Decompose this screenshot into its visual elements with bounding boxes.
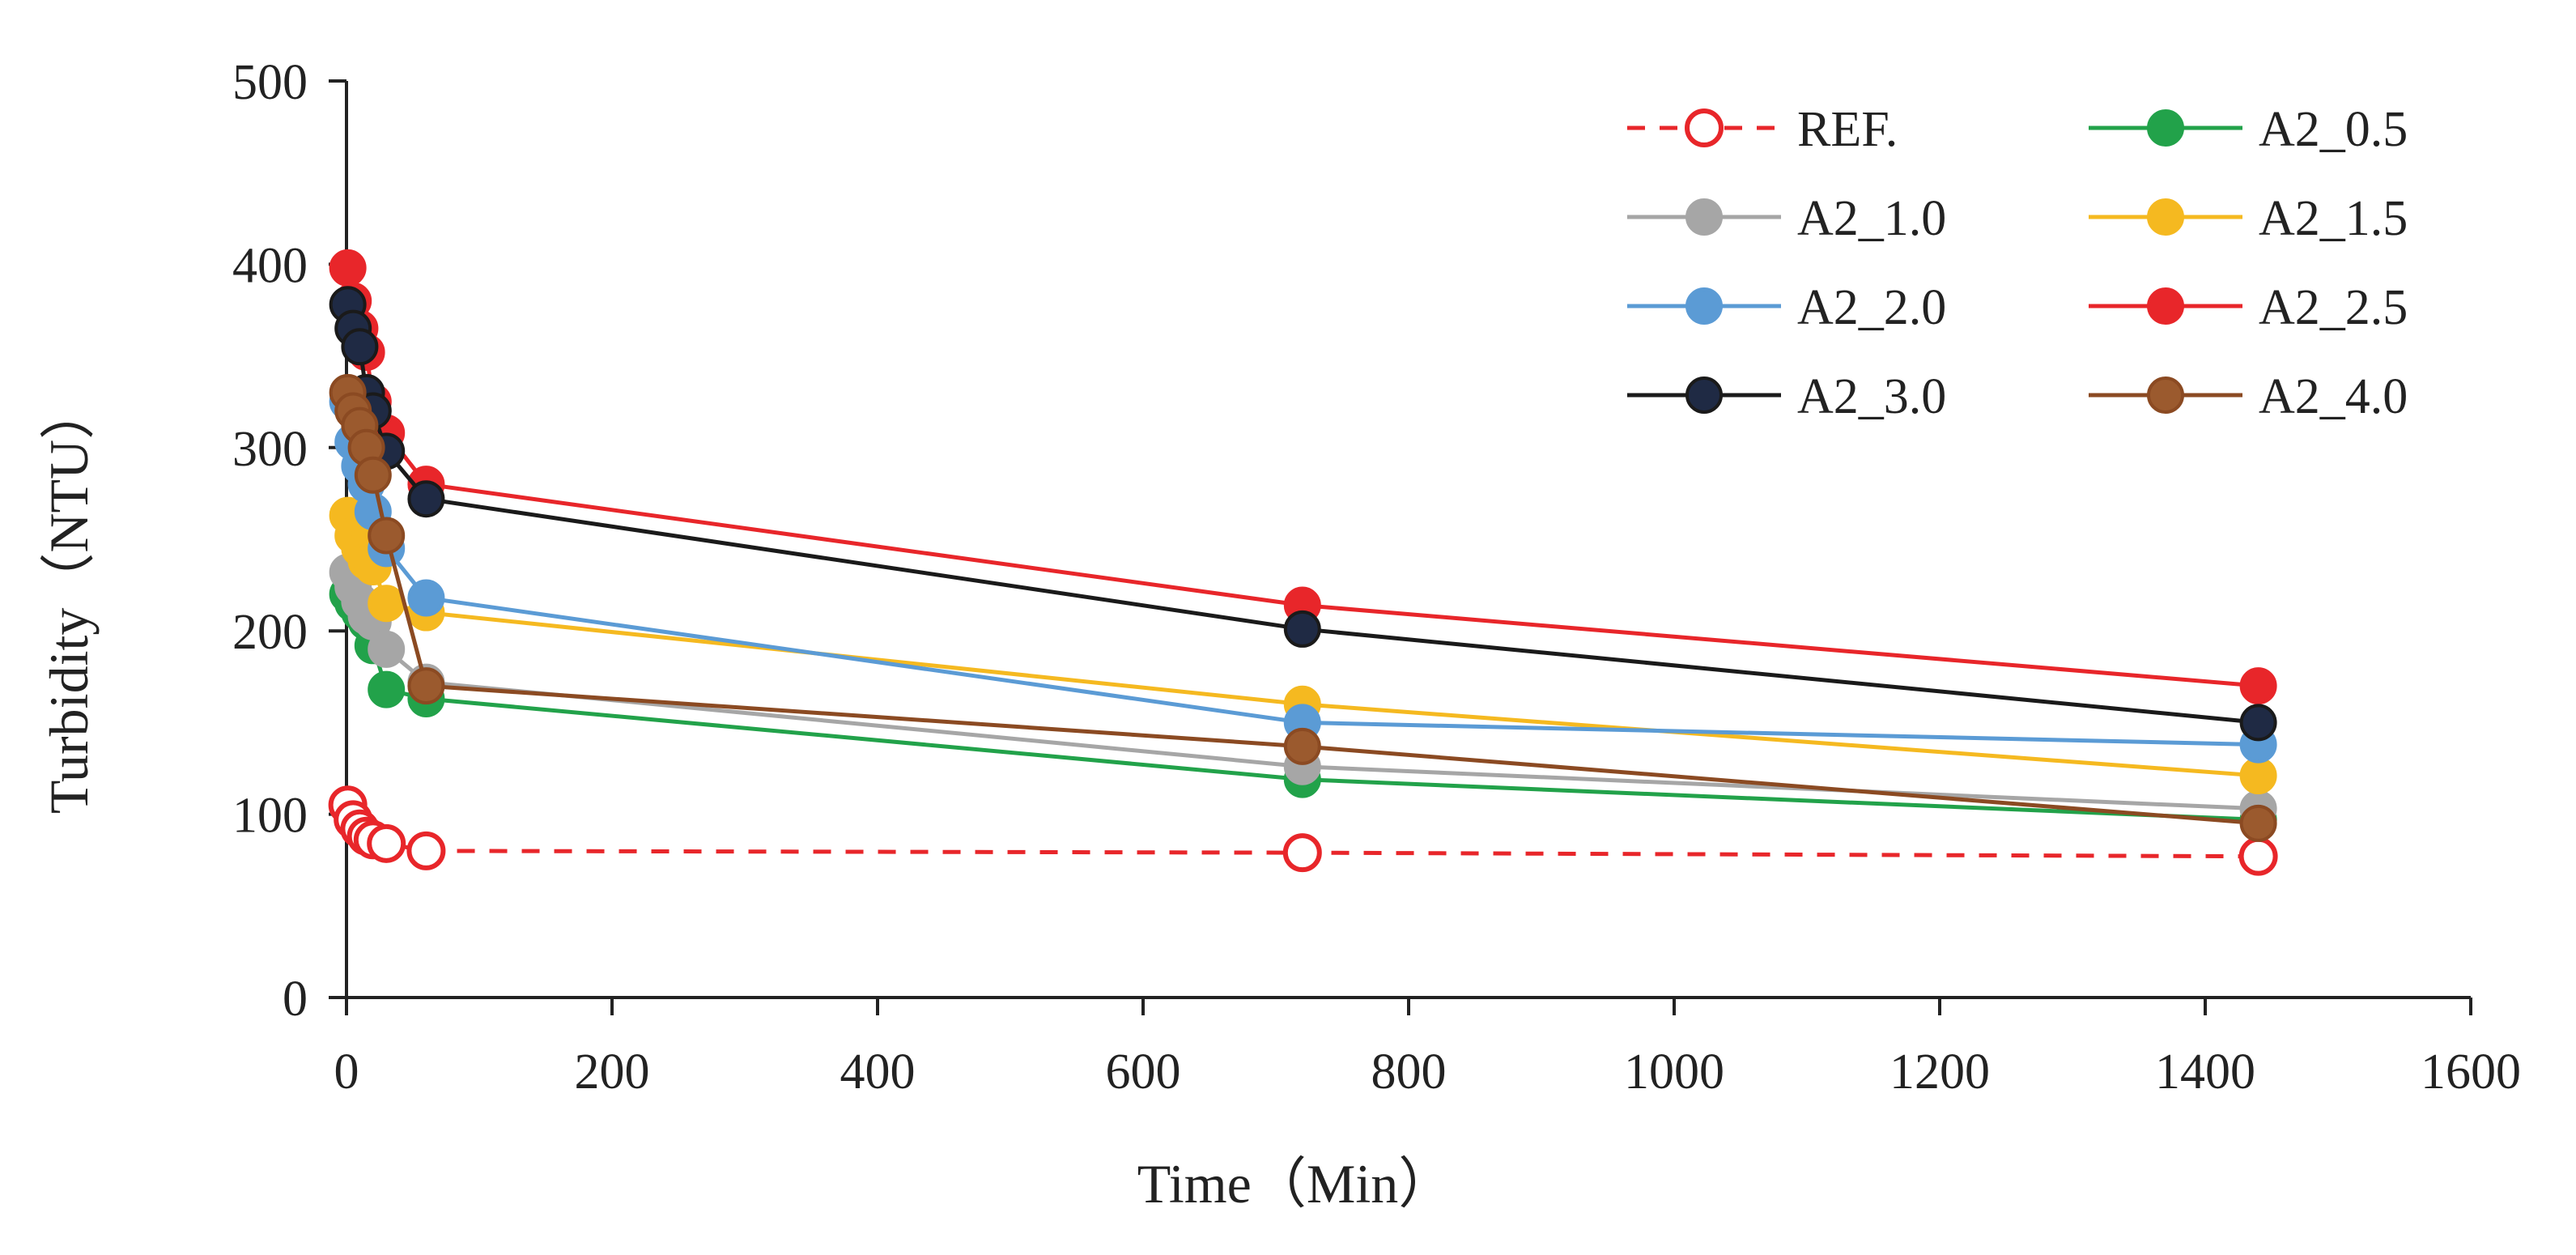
y-tick-label: 500 [232, 55, 308, 110]
x-tick-label: 1600 [2421, 1044, 2521, 1100]
y-tick-label: 300 [232, 422, 308, 477]
legend-marker [1685, 108, 1724, 147]
data-point [2239, 804, 2277, 842]
data-point [368, 585, 406, 623]
legend-label: A2_1.5 [2259, 191, 2408, 246]
x-tick-label: 0 [334, 1044, 359, 1100]
data-point [368, 517, 406, 555]
data-point [329, 249, 367, 287]
data-point [407, 480, 445, 518]
legend-label: A2_2.0 [1797, 280, 1946, 335]
y-axis-title: Turbidity（NTU） [38, 385, 100, 814]
data-point [407, 579, 445, 617]
legend-label: A2_4.0 [2259, 369, 2408, 424]
x-axis-title: Time（Min） [1137, 1153, 1453, 1215]
legend-marker [2147, 287, 2184, 325]
series-a2-2-0 [329, 383, 2277, 764]
legend-label: A2_1.0 [1797, 191, 1946, 246]
data-point [354, 456, 392, 494]
legend-item: A2_0.5 [2089, 102, 2408, 157]
y-tick-label: 400 [232, 238, 308, 293]
legend-item: A2_2.0 [1627, 280, 1946, 335]
x-tick-label: 200 [575, 1044, 650, 1100]
legend-item: A2_1.5 [2089, 191, 2408, 246]
data-point [2239, 757, 2277, 795]
legend-item: A2_3.0 [1627, 369, 1946, 424]
legend-item: A2_1.0 [1627, 191, 1946, 246]
x-tick-label: 1400 [2155, 1044, 2255, 1100]
data-point [368, 670, 406, 708]
legend-item: REF. [1627, 102, 1898, 157]
data-point [1283, 610, 1321, 648]
legend-label: A2_3.0 [1797, 369, 1946, 424]
data-point [1282, 833, 1322, 873]
legend-label: REF. [1797, 102, 1898, 157]
x-tick-label: 800 [1371, 1044, 1447, 1100]
data-point [407, 667, 445, 705]
data-point [2239, 704, 2277, 742]
series-a2-3-0 [329, 286, 2277, 742]
legend-marker [2147, 376, 2184, 414]
legend-marker [2147, 198, 2184, 236]
data-point [406, 831, 446, 870]
data-point [2239, 667, 2277, 705]
legend-marker [1685, 198, 1723, 236]
legend-item: A2_4.0 [2089, 369, 2408, 424]
data-point [341, 328, 379, 366]
legend: REF. A2_0.5 A2_1.0 A2_1.5 A2_2.0 A2_2.5 A2_3.0… [1627, 102, 2408, 424]
legend-marker [1685, 287, 1723, 325]
axes: 0 200 400 600 800 1000 1200 1400 1600 0 100 200 300 4… [232, 55, 2521, 1100]
y-tick-label: 0 [283, 972, 308, 1027]
x-tick-label: 1200 [1889, 1044, 1990, 1100]
data-point [2238, 836, 2278, 876]
data-point [367, 823, 406, 863]
legend-marker [2147, 109, 2184, 147]
legend-item: A2_2.5 [2089, 280, 2408, 335]
series-ref- [328, 785, 2278, 876]
data-point [1283, 727, 1321, 765]
x-tick-label: 1000 [1624, 1044, 1724, 1100]
y-tick-label: 100 [232, 789, 308, 844]
data-point [368, 630, 406, 668]
series-a2-4-0 [329, 373, 2277, 842]
series-layer [328, 249, 2278, 876]
legend-marker [1685, 376, 1723, 414]
legend-label: A2_2.5 [2259, 280, 2408, 335]
legend-label: A2_0.5 [2259, 102, 2408, 157]
x-tick-label: 400 [840, 1044, 916, 1100]
x-tick-label: 600 [1106, 1044, 1181, 1100]
y-tick-label: 200 [232, 605, 308, 660]
